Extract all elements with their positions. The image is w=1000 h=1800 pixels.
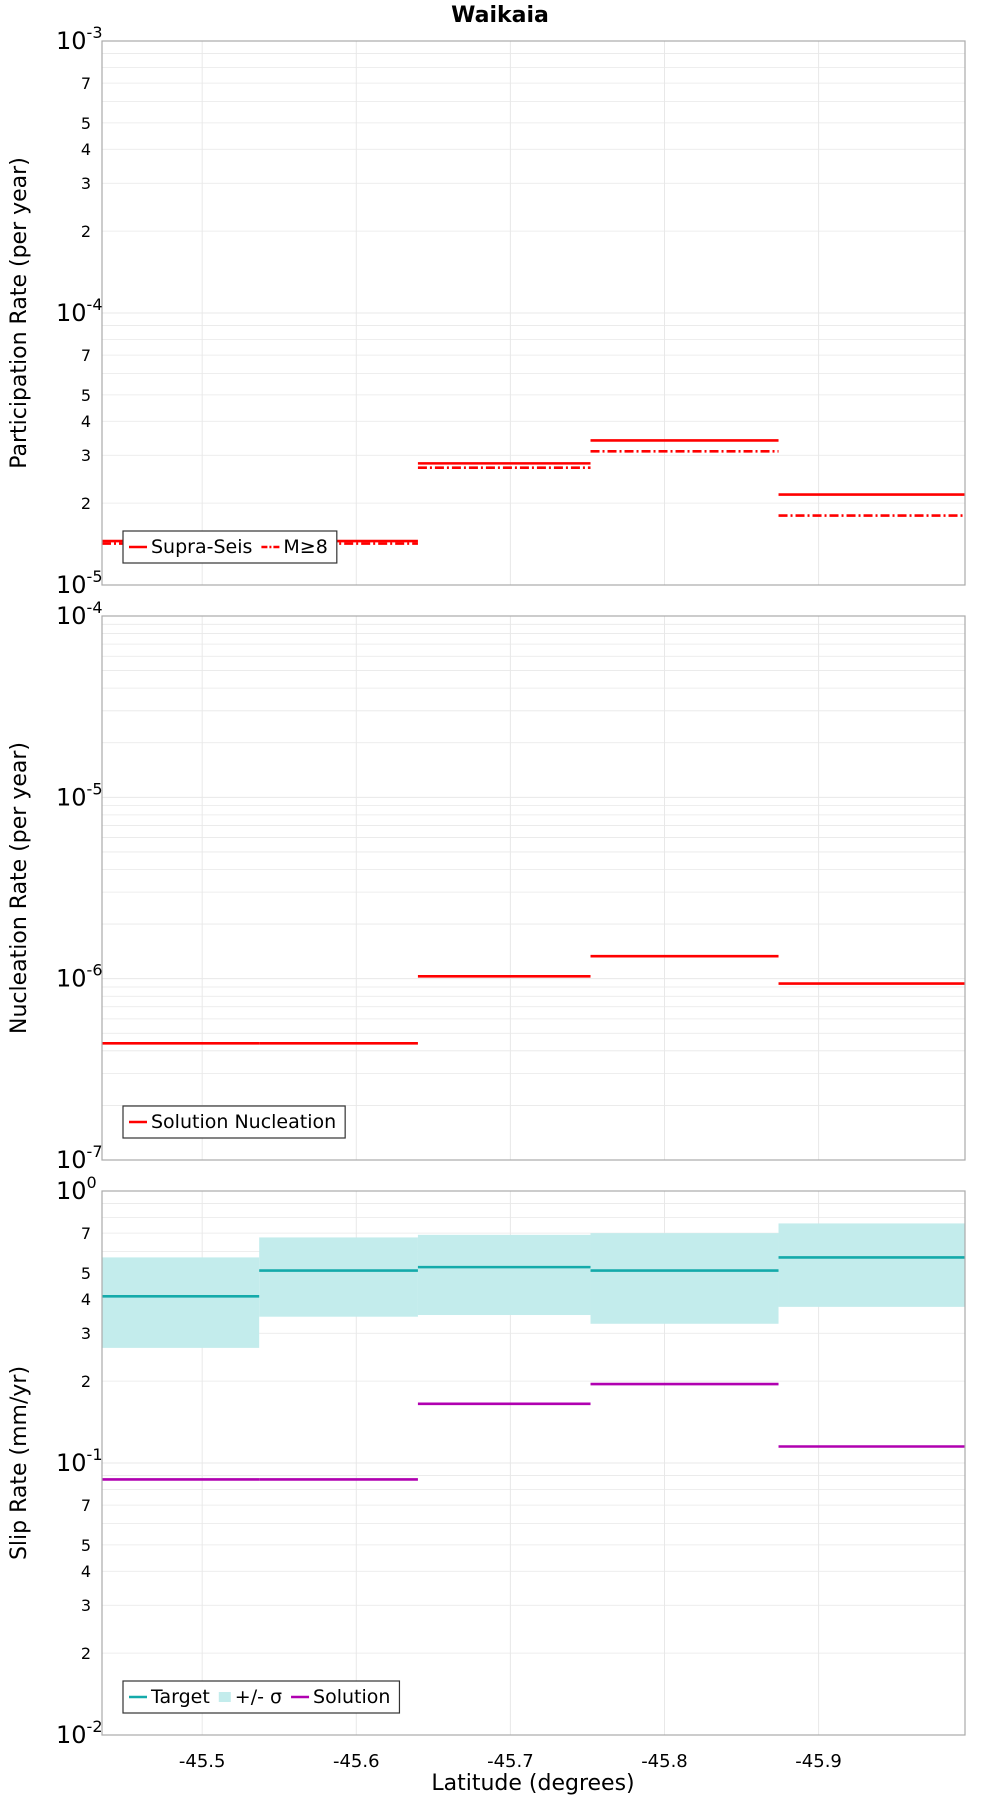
y-minor-tick-label: 5: [81, 114, 91, 133]
y-minor-tick-label: 5: [81, 1536, 91, 1555]
y-minor-tick-label: 3: [81, 1596, 91, 1615]
y-tick-label: 10-7: [56, 1142, 103, 1174]
y-minor-tick-label: 5: [81, 1264, 91, 1283]
legend-entry-label: Target: [150, 1686, 210, 1708]
y-minor-tick-label: 4: [81, 140, 91, 159]
y-minor-tick-label: 7: [81, 74, 91, 93]
y-minor-tick-label: 7: [81, 346, 91, 365]
x-tick-label: -45.5: [179, 1751, 226, 1772]
y-minor-tick-label: 4: [81, 1562, 91, 1581]
y-tick-label: 10-4: [56, 295, 103, 327]
legend: Supra-Seis M≥8: [122, 530, 338, 564]
y-minor-tick-label: 2: [81, 222, 91, 241]
y-minor-tick-label: 4: [81, 412, 91, 431]
legend-frame: [122, 1105, 346, 1139]
sigma-band-rect: [778, 1223, 965, 1307]
plot-frame: [101, 615, 966, 1161]
x-tick-label: -45.6: [333, 1751, 380, 1772]
x-tick-label: -45.7: [487, 1751, 534, 1772]
y-axis-label: Participation Rate (per year): [7, 157, 32, 469]
legend-entry-label: Solution: [313, 1686, 390, 1708]
y-tick-label: 10-3: [56, 23, 103, 55]
sigma-band-rect: [259, 1237, 418, 1317]
y-minor-tick-label: 7: [81, 1224, 91, 1243]
legend-swatch: [218, 1692, 231, 1702]
legend-entry-label: M≥8: [283, 536, 327, 558]
y-minor-tick-label: 2: [81, 494, 91, 513]
y-minor-tick-label: 2: [81, 1372, 91, 1391]
sigma-band-rect: [590, 1233, 779, 1324]
y-tick-label: 10-5: [56, 779, 103, 811]
y-tick-label: 10-4: [56, 598, 103, 630]
sigma-band-rect: [417, 1234, 591, 1316]
sigma-band-rect: [102, 1257, 260, 1348]
legend-entry-label: +/- σ: [235, 1686, 282, 1708]
chart-title: Waikaia: [451, 3, 549, 28]
panel-nucleation: 10-7 10-6 10-5 10-4 Nucleation Rate (per yea…: [7, 598, 966, 1174]
y-minor-tick-label: 2: [81, 1644, 91, 1663]
x-tick-label: -45.8: [641, 1751, 688, 1772]
y-axis-label: Nucleation Rate (per year): [7, 742, 32, 1034]
y-tick-label: 10-1: [56, 1445, 103, 1477]
panel-slip: 10-2 10-1 100 2 2 3 3 4 4 5 5 7 7 Slip Rate (mm/yr) Ta…: [7, 1173, 966, 1749]
y-minor-tick-label: 3: [81, 446, 91, 465]
y-minor-tick-label: 5: [81, 386, 91, 405]
legend: Target +/- σ Solution: [122, 1680, 401, 1714]
legend-entry-label: Supra-Seis: [151, 536, 252, 558]
x-tick-label: -45.9: [795, 1751, 842, 1772]
x-axis-label: Latitude (degrees): [431, 1771, 634, 1796]
panel-participation: 10-5 10-4 10-3 2 2 3 3 4 4 5 5 7 7 Participation Rate…: [7, 23, 966, 599]
y-tick-label: 10-2: [56, 1717, 103, 1749]
legend-frame: [122, 1680, 401, 1714]
legend-frame: [122, 530, 338, 564]
legend: Solution Nucleation: [122, 1105, 346, 1139]
legend-entry-label: Solution Nucleation: [151, 1111, 336, 1133]
y-minor-tick-label: 4: [81, 1290, 91, 1309]
y-axis-label: Slip Rate (mm/yr): [7, 1366, 32, 1560]
y-tick-label: 100: [56, 1173, 97, 1205]
y-minor-tick-label: 7: [81, 1496, 91, 1515]
y-minor-tick-label: 3: [81, 1324, 91, 1343]
y-minor-tick-label: 3: [81, 174, 91, 193]
y-tick-label: 10-6: [56, 961, 103, 993]
plot-frame: [101, 40, 966, 586]
plot-frame: [101, 1190, 966, 1736]
y-tick-label: 10-5: [56, 567, 103, 599]
